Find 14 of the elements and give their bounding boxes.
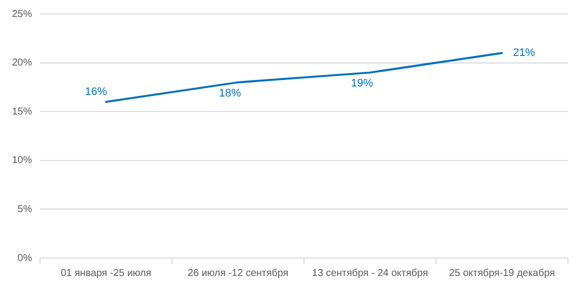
x-tick-label: 01 января -25 июля (60, 268, 152, 279)
y-tick-label: 25% (12, 8, 32, 20)
data-label: 19% (350, 78, 374, 90)
y-tick-label: 10% (12, 155, 32, 166)
x-tick-label: 26 июля -12 сентября (188, 268, 288, 279)
data-label: 21% (512, 47, 536, 60)
y-tick-label: 20% (12, 58, 32, 69)
y-tick-label: 15% (12, 106, 32, 118)
y-tick-label: 0% (18, 252, 32, 264)
y-tick-label: 5% (18, 204, 32, 215)
data-label: 16% (84, 86, 108, 98)
x-tick-label: 13 сентября - 24 октября (312, 268, 428, 279)
data-label: 18% (218, 87, 242, 100)
x-tick-label: 25 октября-19 декабря (449, 268, 555, 279)
